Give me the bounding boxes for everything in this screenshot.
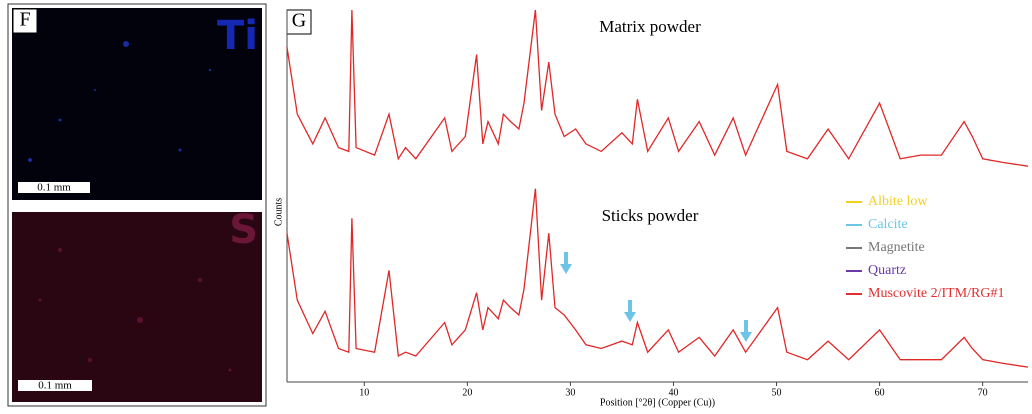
x-tick-label: 60	[875, 387, 885, 398]
legend-label: Muscovite 2/ITM/RG#1	[868, 286, 1005, 301]
element-label: Ti	[217, 13, 258, 59]
xrd-trace	[286, 9, 1029, 167]
scale-label: 0.1 mm	[38, 380, 72, 392]
scale-label: 0.1 mm	[37, 182, 71, 194]
x-tick-label: 50	[772, 387, 782, 398]
calcite-arrows	[560, 252, 752, 342]
scale-bar	[18, 182, 90, 193]
x-tick-label: 70	[978, 387, 988, 398]
legend-label: Quartz	[868, 263, 906, 278]
ti-speckles	[28, 41, 212, 162]
x-tick-label: 30	[565, 387, 575, 398]
x-tick-label: 20	[462, 387, 472, 398]
s-map	[12, 212, 262, 402]
x-axis-label: Position [°2θ] (Copper (Cu))	[600, 397, 715, 408]
ti-map	[12, 8, 262, 200]
annotation: Matrix powder	[599, 17, 701, 36]
legend-box	[838, 261, 1028, 282]
label-box	[286, 9, 312, 35]
legend-box	[838, 238, 1028, 259]
legend-label: Calcite	[868, 217, 908, 232]
xrd-trace	[286, 188, 1029, 368]
annotation: Sticks powder	[602, 206, 699, 225]
legend-box	[838, 284, 1028, 305]
label-box	[12, 8, 38, 34]
legend-box	[838, 192, 1028, 213]
legend-label: Magnetite	[868, 240, 925, 255]
x-tick-label: 40	[668, 387, 678, 398]
x-tick-label: 10	[359, 387, 369, 398]
scale-bar	[18, 380, 92, 391]
panel-label: F	[19, 9, 30, 31]
s-speckles	[38, 248, 232, 372]
element-label: S	[229, 207, 258, 253]
legend-box	[838, 215, 1028, 236]
panel-label: G	[292, 10, 306, 32]
legend-label: Albite low	[868, 194, 928, 209]
legend: Albite low Calcite Magnetite Quartz Muscovit…	[838, 192, 1028, 305]
y-axis-label: Counts	[273, 198, 284, 226]
